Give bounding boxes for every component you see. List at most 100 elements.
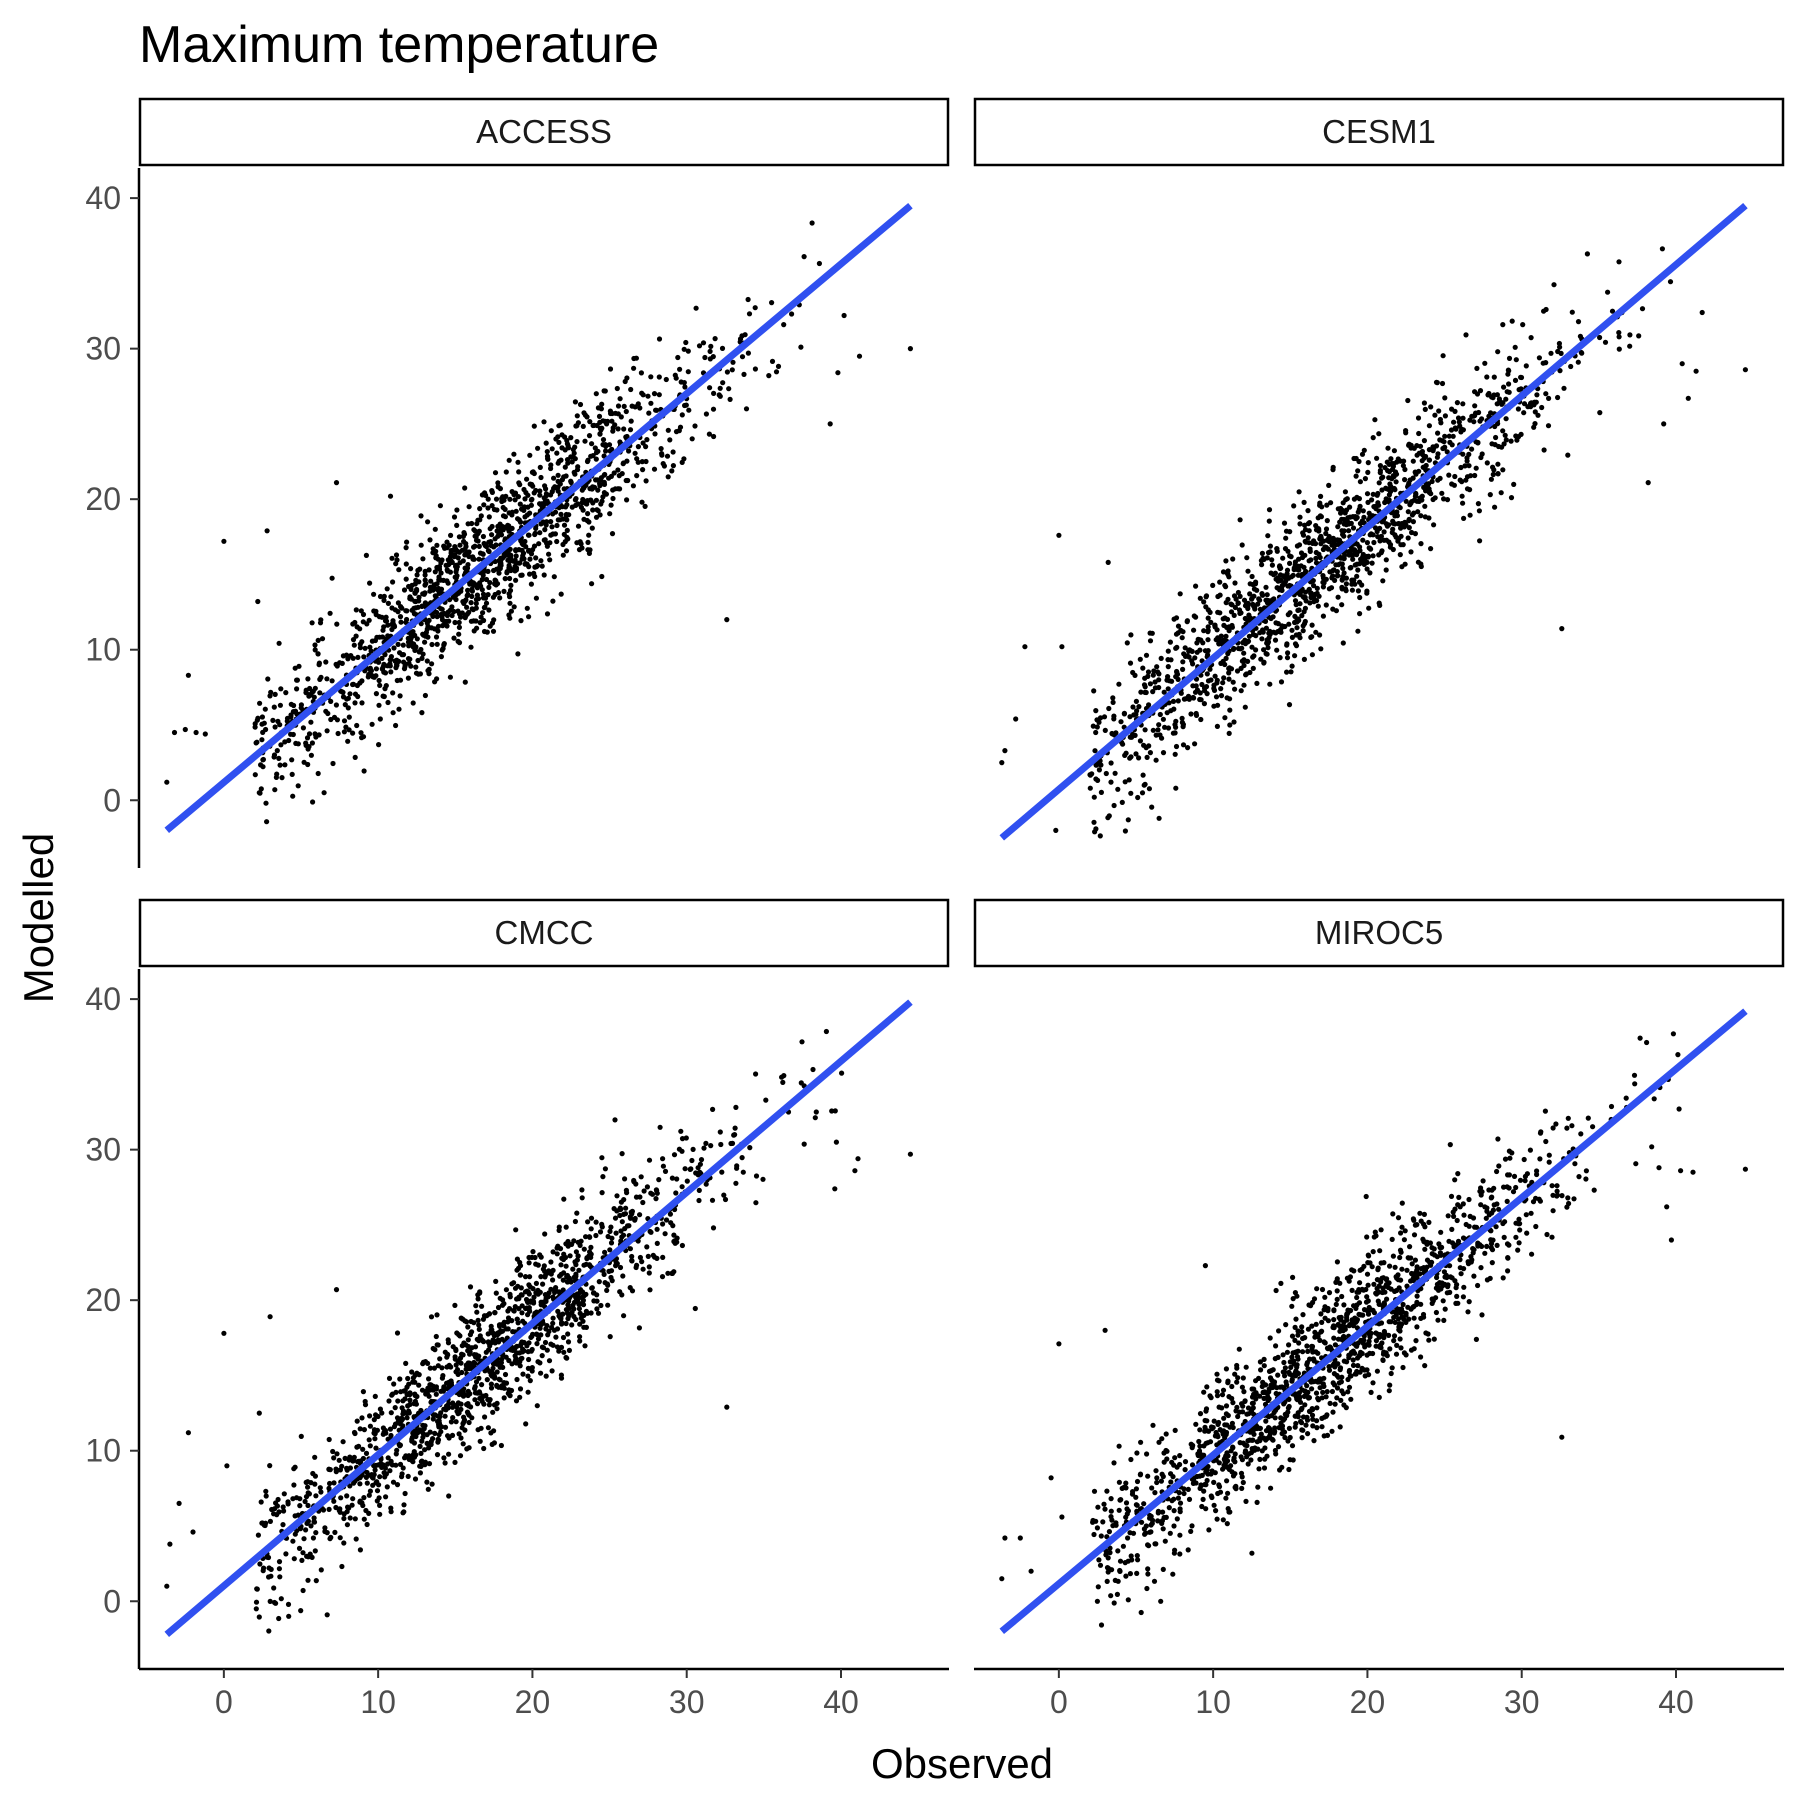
data-point (512, 1345, 518, 1351)
data-point (1133, 698, 1139, 705)
data-point (363, 552, 369, 559)
data-point (1644, 1039, 1650, 1046)
data-point (497, 530, 503, 536)
data-point (298, 1608, 304, 1614)
data-point (1181, 651, 1187, 657)
data-point (1263, 625, 1269, 631)
data-point (456, 1332, 462, 1338)
data-point (354, 722, 360, 729)
data-point (569, 1241, 575, 1247)
data-point (1591, 1187, 1597, 1193)
data-point (1302, 538, 1308, 545)
data-point (673, 1190, 679, 1196)
data-point (1408, 445, 1414, 451)
data-point (608, 1224, 614, 1230)
data-point (361, 768, 367, 774)
data-point (544, 449, 550, 455)
data-point (372, 1436, 378, 1442)
data-point (468, 644, 474, 650)
data-point (588, 1310, 594, 1316)
data-point (502, 576, 508, 582)
data-point (278, 742, 284, 748)
data-point (391, 1424, 397, 1430)
data-point (544, 1347, 550, 1353)
data-point (1377, 467, 1383, 474)
data-point (549, 446, 555, 452)
data-point (1470, 413, 1477, 419)
data-point (554, 1251, 560, 1257)
data-point (559, 504, 566, 510)
data-point (1515, 1247, 1521, 1253)
data-point (724, 369, 731, 375)
data-point (1198, 716, 1204, 723)
data-point (318, 1567, 324, 1573)
data-point (479, 576, 485, 583)
data-point (1318, 541, 1324, 547)
data-point (606, 475, 612, 481)
data-point (528, 1334, 534, 1340)
data-point (1413, 490, 1419, 496)
data-point (1394, 513, 1400, 519)
data-point (303, 1479, 309, 1485)
data-point (733, 1180, 739, 1186)
data-point (357, 626, 363, 632)
data-point (1228, 601, 1234, 607)
data-point (281, 1508, 287, 1514)
data-point (415, 604, 421, 610)
data-point (707, 385, 713, 391)
data-point (536, 541, 542, 547)
data-point (454, 573, 460, 579)
data-point (442, 1424, 449, 1430)
data-point (448, 1419, 454, 1425)
data-point (404, 1415, 410, 1421)
data-point (311, 1515, 317, 1521)
data-point (1330, 467, 1336, 473)
data-point (604, 1287, 610, 1293)
data-point (406, 1456, 412, 1462)
data-point (1274, 647, 1280, 653)
data-point (577, 1334, 583, 1340)
data-point (644, 1244, 650, 1250)
data-point (574, 413, 580, 419)
data-point (589, 441, 595, 447)
data-point (374, 1498, 380, 1504)
data-point (631, 365, 637, 371)
data-point (1444, 497, 1451, 503)
data-point (1124, 640, 1130, 646)
data-point (308, 1523, 314, 1529)
data-point (371, 1430, 377, 1436)
data-point (582, 1343, 588, 1349)
data-point (526, 532, 532, 538)
data-point (597, 419, 603, 425)
data-point (347, 1454, 353, 1460)
data-point (1259, 550, 1265, 557)
data-point (268, 1566, 274, 1572)
data-point (277, 702, 283, 708)
data-point (1430, 444, 1436, 450)
data-point (532, 564, 538, 570)
data-point (310, 799, 316, 805)
data-point (412, 1398, 418, 1404)
data-point (438, 611, 444, 618)
data-point (635, 444, 642, 450)
data-point (665, 427, 671, 433)
data-point (465, 1324, 471, 1330)
data-point (700, 340, 707, 346)
data-point (1314, 598, 1320, 604)
data-point (1285, 650, 1291, 656)
data-point (534, 1331, 540, 1338)
data-point (586, 532, 592, 538)
data-point (407, 1397, 413, 1403)
data-point (1350, 525, 1357, 531)
data-point (1264, 600, 1271, 606)
data-point (529, 1365, 535, 1371)
data-point (482, 1313, 488, 1319)
data-point (326, 1506, 332, 1512)
data-point (600, 1174, 606, 1180)
data-point (1367, 514, 1373, 520)
data-point (1114, 1591, 1120, 1597)
fit-line (164, 999, 913, 1638)
data-point (1213, 1508, 1219, 1514)
data-point (1198, 697, 1204, 703)
data-point (405, 675, 411, 681)
